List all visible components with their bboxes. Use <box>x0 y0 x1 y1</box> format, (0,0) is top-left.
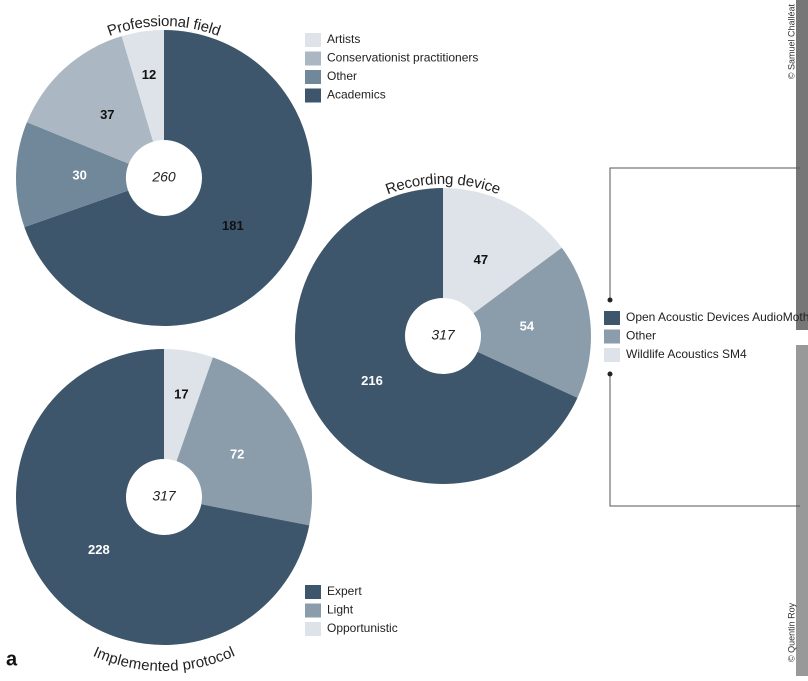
value-label: 228 <box>88 542 110 557</box>
legend-swatch <box>305 70 321 84</box>
legend-label: Opportunistic <box>327 621 398 635</box>
legend-label: Wildlife Acoustics SM4 <box>626 347 747 361</box>
value-label: 47 <box>474 252 488 267</box>
slice <box>443 188 562 314</box>
legend-label: Open Acoustic Devices AudioMoth <box>626 310 808 324</box>
legend-label: Other <box>626 329 656 343</box>
chart-title: Implemented protocol <box>91 644 237 675</box>
slice <box>15 122 129 228</box>
legend-swatch <box>305 51 321 66</box>
legend-swatch <box>305 603 321 618</box>
legend-label: Academics <box>327 88 386 102</box>
total-label: 317 <box>152 488 177 504</box>
value-label: 54 <box>520 319 535 334</box>
legend-swatch <box>604 348 620 362</box>
slice <box>24 30 313 326</box>
legend-swatch <box>305 88 321 103</box>
legend-swatch <box>305 622 321 636</box>
photo-credit: © Quentin Roy <box>786 602 796 662</box>
value-label: 12 <box>142 67 156 82</box>
total-label: 317 <box>431 327 456 343</box>
slice <box>26 36 154 164</box>
panel-label: a <box>6 648 18 670</box>
slice <box>294 188 578 485</box>
slice <box>473 247 591 398</box>
legend-label: Light <box>327 603 354 617</box>
total-label: 260 <box>151 169 176 185</box>
legend-swatch <box>604 311 620 325</box>
value-label: 72 <box>230 446 244 461</box>
slice <box>16 349 310 645</box>
value-label: 216 <box>361 373 383 388</box>
slice <box>164 349 213 462</box>
legend-swatch <box>305 585 321 599</box>
connector <box>609 167 800 507</box>
value-label: 181 <box>222 218 244 233</box>
legend-label: Conservationist practitioners <box>327 51 478 65</box>
value-label: 30 <box>72 167 86 182</box>
photo-credit: © Samuel Challéat <box>786 4 796 80</box>
chart-title-text: Implemented protocol <box>91 644 237 675</box>
photo-strip <box>796 345 808 676</box>
credit-band <box>783 0 796 676</box>
legend-label: Expert <box>327 584 362 598</box>
connector-dot <box>607 297 613 303</box>
legend-label: Artists <box>327 32 360 46</box>
slice <box>176 357 312 526</box>
value-label: 37 <box>100 107 114 122</box>
photo-strip <box>796 0 808 330</box>
legend-swatch <box>305 33 321 47</box>
slice <box>121 30 164 142</box>
legend-swatch <box>604 329 620 344</box>
connector-dot <box>607 371 613 377</box>
legend-label: Other <box>327 69 357 83</box>
value-label: 17 <box>174 386 188 401</box>
